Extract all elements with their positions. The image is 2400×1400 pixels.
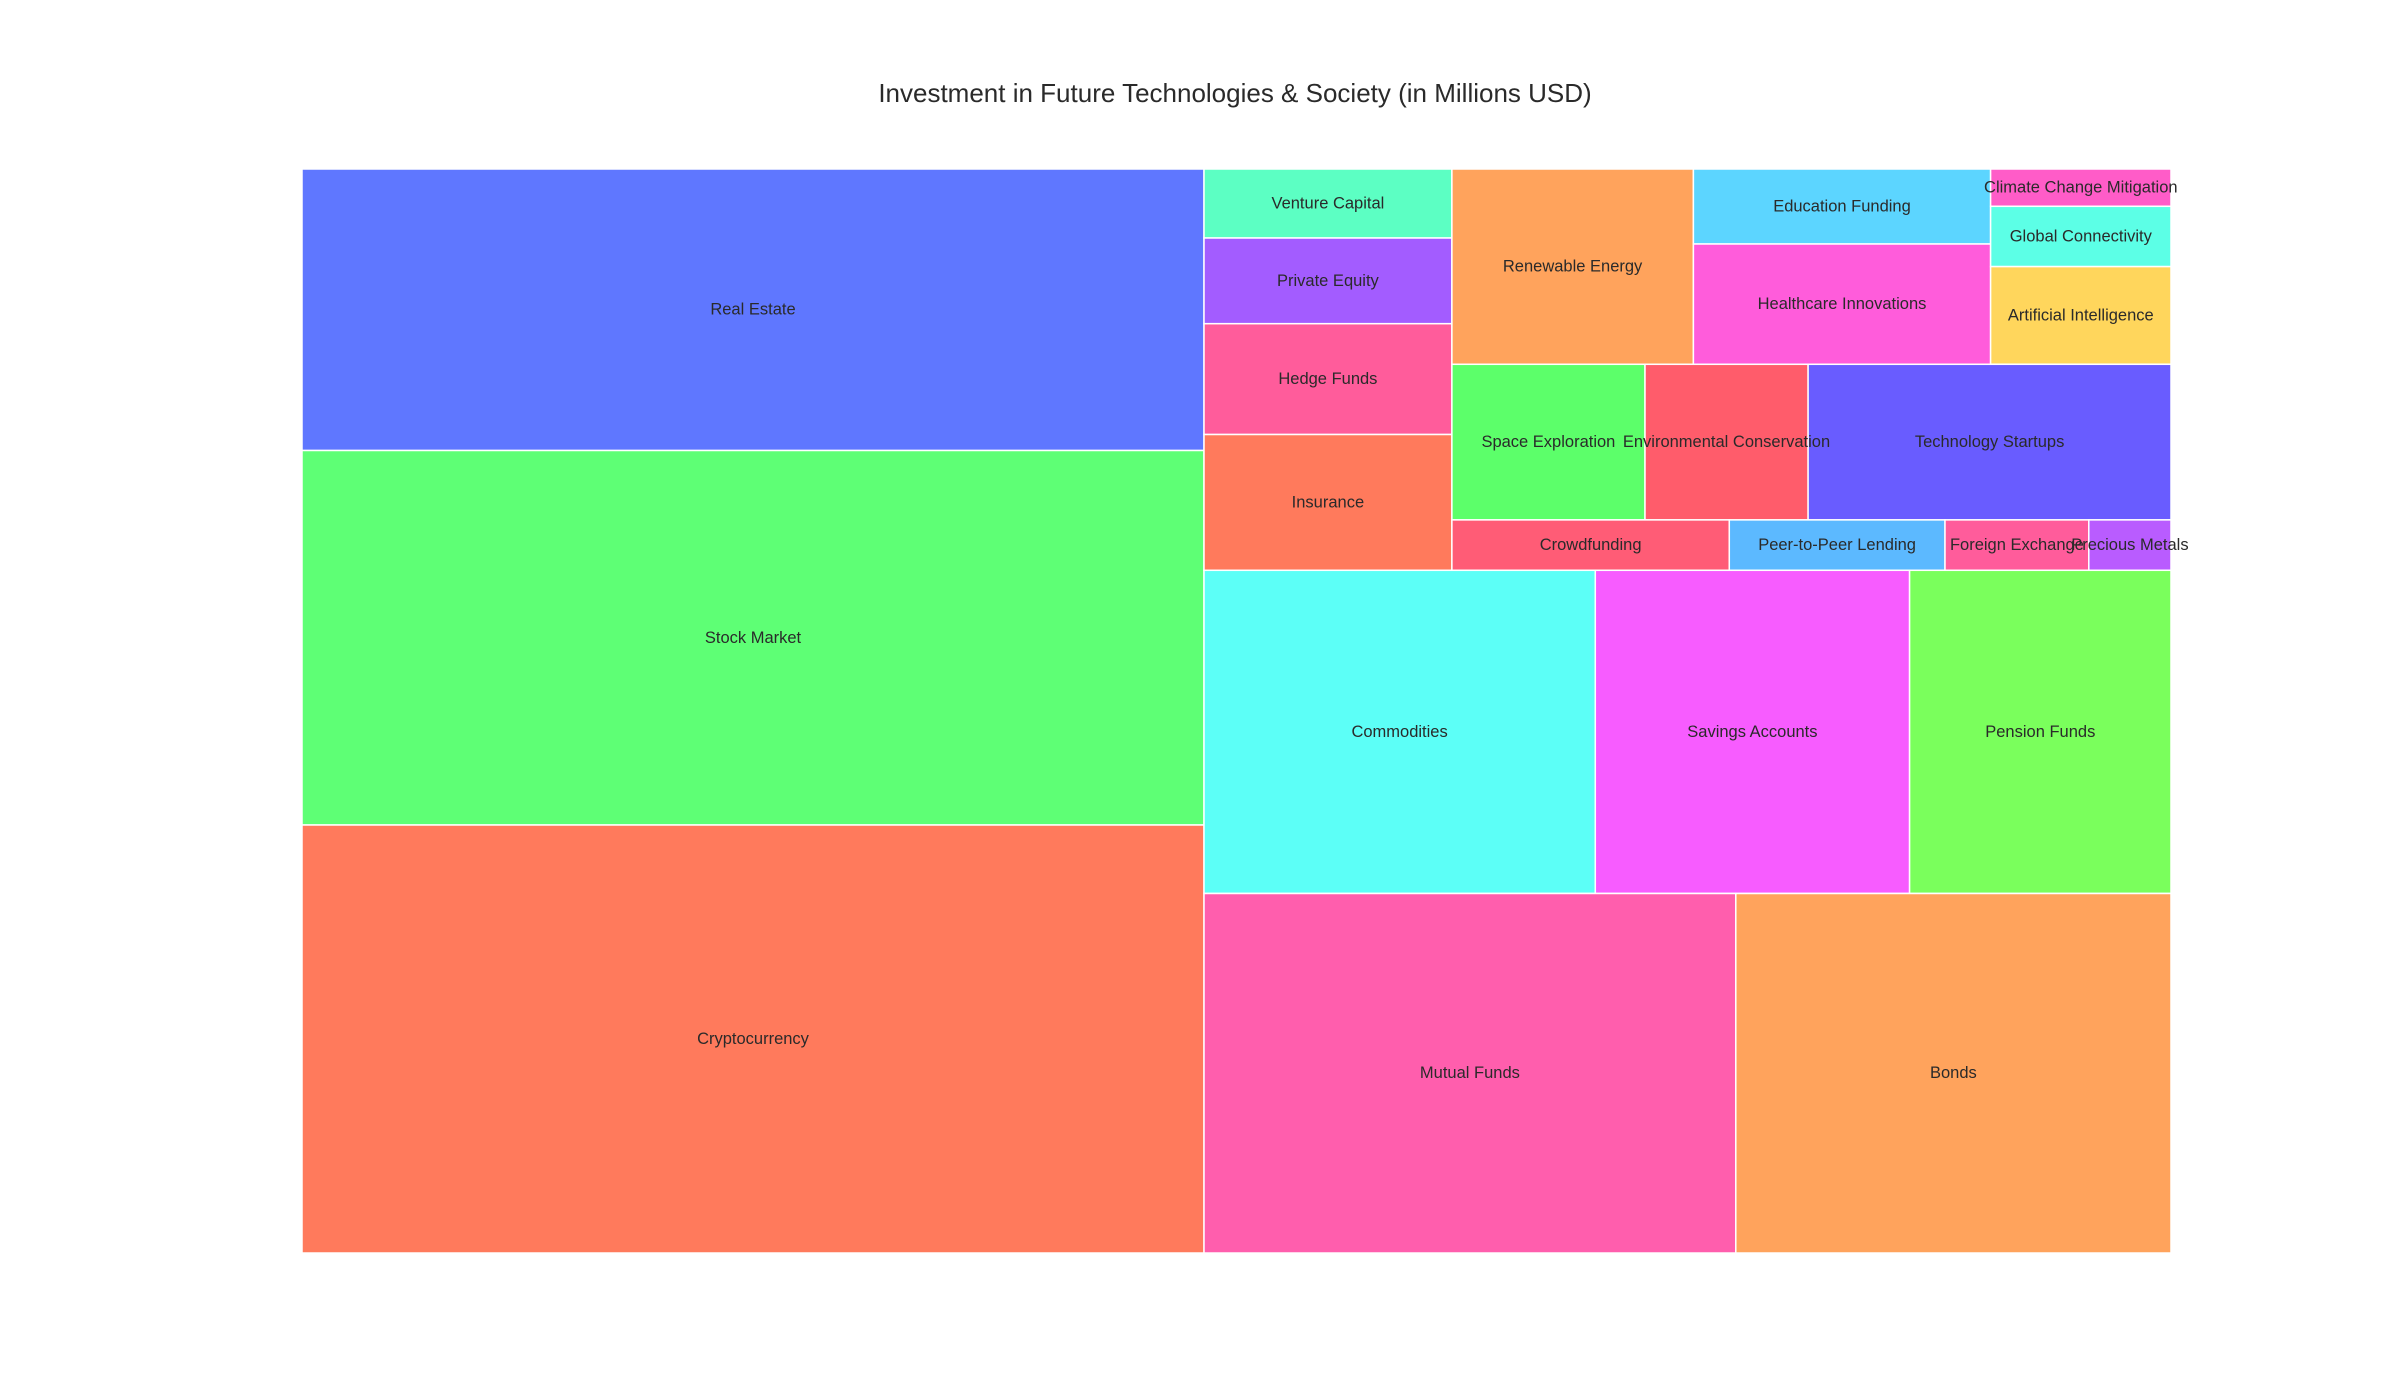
tile-cryptocurrency[interactable]	[301, 824, 1205, 1254]
tile-mutual-funds[interactable]	[1203, 892, 1737, 1254]
tile-label-cryptocurrency: Cryptocurrency	[697, 1030, 810, 1048]
tile-savings-accounts[interactable]	[1594, 569, 1911, 895]
tile-real-estate[interactable]	[301, 168, 1205, 452]
tile-peer-to-peer-lending[interactable]	[1728, 519, 1946, 572]
tile-space-exploration[interactable]	[1451, 363, 1646, 521]
tile-label-environmental-conservation: Environmental Conservation	[1623, 433, 1830, 451]
tile-label-crowdfunding: Crowdfunding	[1540, 536, 1642, 554]
tile-label-foreign-exchange: Foreign Exchange	[1950, 536, 2084, 554]
tile-education-funding[interactable]	[1692, 168, 1992, 245]
tile-label-bonds: Bonds	[1930, 1064, 1977, 1082]
tile-label-savings-accounts: Savings Accounts	[1687, 723, 1817, 741]
tile-label-pension-funds: Pension Funds	[1985, 723, 2095, 741]
tile-bonds[interactable]	[1735, 892, 2172, 1254]
tile-label-mutual-funds: Mutual Funds	[1420, 1064, 1520, 1082]
tile-precious-metals[interactable]	[2088, 519, 2172, 572]
tile-label-precious-metals: Precious Metals	[2071, 536, 2188, 554]
tile-label-healthcare-innovations: Healthcare Innovations	[1758, 295, 1927, 313]
tile-environmental-conservation[interactable]	[1644, 363, 1809, 521]
tile-renewable-energy[interactable]	[1451, 168, 1695, 366]
tile-crowdfunding[interactable]	[1451, 519, 1731, 572]
tile-label-artificial-intelligence: Artificial Intelligence	[2008, 307, 2154, 325]
tile-foreign-exchange[interactable]	[1944, 519, 2090, 572]
tile-label-hedge-funds: Hedge Funds	[1278, 370, 1377, 388]
tile-label-stock-market: Stock Market	[705, 629, 802, 647]
tile-label-private-equity: Private Equity	[1277, 272, 1380, 290]
tile-stock-market[interactable]	[301, 449, 1205, 826]
tile-insurance[interactable]	[1203, 433, 1453, 572]
tile-label-real-estate: Real Estate	[710, 301, 795, 319]
tile-commodities[interactable]	[1203, 569, 1597, 895]
tile-global-connectivity[interactable]	[1989, 205, 2172, 268]
tile-label-renewable-energy: Renewable Energy	[1503, 258, 1643, 276]
tile-healthcare-innovations[interactable]	[1692, 243, 1992, 366]
tile-label-peer-to-peer-lending: Peer-to-Peer Lending	[1758, 536, 1916, 554]
tile-pension-funds[interactable]	[1908, 569, 2172, 895]
tile-artificial-intelligence[interactable]	[1989, 265, 2172, 365]
tile-label-global-connectivity: Global Connectivity	[2010, 228, 2153, 246]
tile-label-education-funding: Education Funding	[1773, 198, 1911, 216]
tile-label-insurance: Insurance	[1292, 493, 1364, 511]
tile-label-climate-change-mitigation: Climate Change Mitigation	[1984, 179, 2178, 197]
tile-label-venture-capital: Venture Capital	[1271, 195, 1384, 213]
tile-label-technology-startups: Technology Startups	[1915, 433, 2065, 451]
tile-technology-startups[interactable]	[1807, 363, 2172, 521]
chart-title: Investment in Future Technologies & Soci…	[878, 78, 1592, 108]
tile-label-commodities: Commodities	[1351, 723, 1447, 741]
tile-label-space-exploration: Space Exploration	[1481, 433, 1615, 451]
